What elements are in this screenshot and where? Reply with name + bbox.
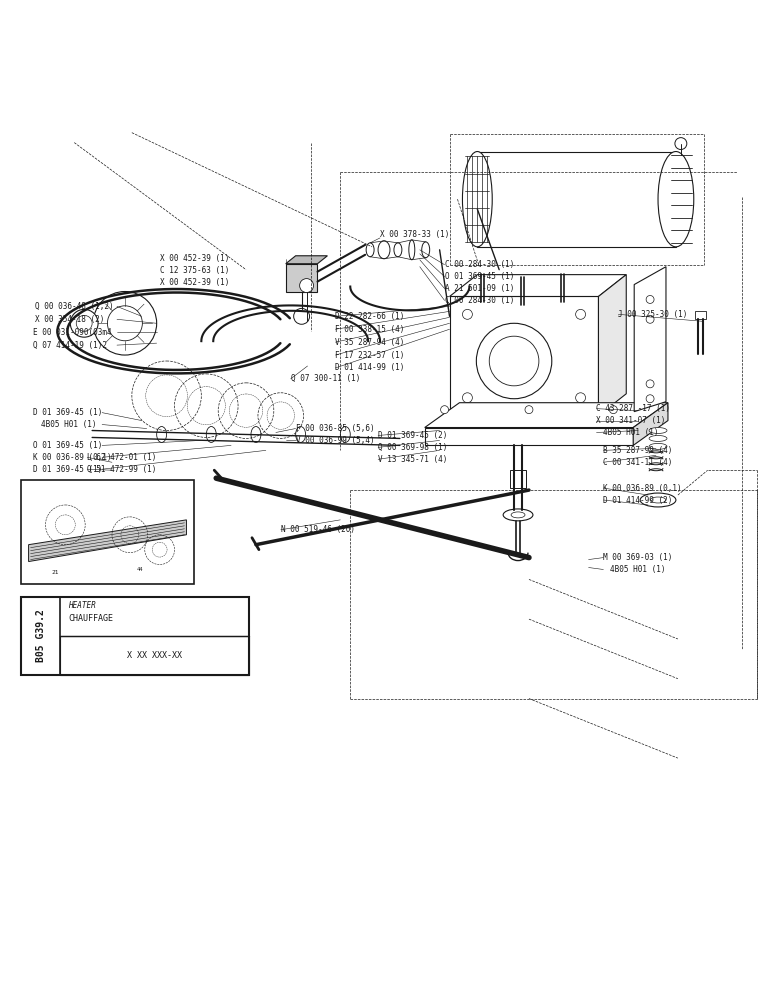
Polygon shape [635, 267, 666, 412]
Text: X 00 452-39 (1): X 00 452-39 (1) [160, 278, 229, 287]
Text: Q 51 472-99 (1): Q 51 472-99 (1) [87, 465, 157, 474]
Ellipse shape [296, 427, 306, 442]
Bar [21, 597, 60, 675]
Text: O 01 369-45 (1): O 01 369-45 (1) [445, 272, 514, 281]
Ellipse shape [157, 427, 167, 442]
Text: M 00 369-03 (1): M 00 369-03 (1) [604, 553, 673, 562]
Bar [695, 311, 706, 319]
Text: 4B05 H01 (1): 4B05 H01 (1) [611, 565, 666, 574]
Ellipse shape [649, 428, 667, 433]
Text: J 00 325-30 (1): J 00 325-30 (1) [618, 310, 688, 319]
Circle shape [293, 308, 310, 324]
Text: K 00 036-89 (0,1): K 00 036-89 (0,1) [32, 453, 111, 462]
Text: HEATER: HEATER [68, 601, 96, 610]
Text: F 00 338-15 (4): F 00 338-15 (4) [335, 325, 405, 334]
Text: CHAUFFAGE: CHAUFFAGE [68, 614, 113, 623]
Text: F 00 036-85 (5,6): F 00 036-85 (5,6) [296, 424, 374, 433]
Text: D 01 414-99 (1): D 01 414-99 (1) [335, 363, 405, 372]
Circle shape [441, 406, 449, 414]
Text: C 43 287 -17 (1): C 43 287 -17 (1) [597, 404, 670, 413]
Ellipse shape [658, 152, 694, 247]
Text: L 62 472-01 (1): L 62 472-01 (1) [87, 453, 157, 462]
Bar [510, 470, 526, 488]
Ellipse shape [394, 243, 402, 257]
Text: D 01 369-45 (1): D 01 369-45 (1) [32, 408, 102, 417]
Ellipse shape [251, 427, 261, 442]
Text: X 00 354-18 (2): X 00 354-18 (2) [35, 315, 104, 324]
Ellipse shape [649, 443, 667, 449]
Circle shape [609, 406, 618, 414]
Circle shape [646, 395, 654, 403]
Bar [449, 296, 598, 416]
Text: X 00 341-07 (1): X 00 341-07 (1) [597, 416, 665, 425]
Text: C 00 284-30 (1): C 00 284-30 (1) [445, 296, 514, 305]
Text: C 12 375-63 (1): C 12 375-63 (1) [160, 266, 229, 275]
Bar [425, 428, 633, 445]
Text: Q 00 369-98 (1): Q 00 369-98 (1) [378, 443, 448, 452]
Text: O 01 369-45 (1): O 01 369-45 (1) [32, 441, 102, 450]
Text: D 01 369-45 (2): D 01 369-45 (2) [378, 431, 448, 440]
Ellipse shape [649, 435, 667, 441]
Polygon shape [29, 520, 187, 562]
Text: B05 G39.2: B05 G39.2 [36, 610, 46, 662]
Circle shape [646, 315, 654, 323]
Text: B 35 287-99 (4): B 35 287-99 (4) [604, 446, 673, 455]
Text: 21: 21 [52, 570, 59, 575]
Ellipse shape [422, 242, 430, 258]
Bar [477, 152, 676, 247]
Ellipse shape [640, 493, 676, 507]
Text: C 00 284-30 (1): C 00 284-30 (1) [445, 260, 514, 269]
Circle shape [300, 279, 313, 293]
Text: Q 07 300-11 (1): Q 07 300-11 (1) [291, 374, 360, 383]
Text: C 00 341-11 (4): C 00 341-11 (4) [604, 458, 673, 467]
Text: 4B05 H01 (1): 4B05 H01 (1) [604, 428, 659, 437]
Ellipse shape [503, 509, 533, 521]
Text: K 00 036-89 (0,1): K 00 036-89 (0,1) [604, 484, 682, 493]
Ellipse shape [378, 241, 390, 259]
Circle shape [70, 309, 98, 337]
Circle shape [576, 309, 585, 319]
Polygon shape [425, 403, 668, 428]
Text: D 01 369-45 (1): D 01 369-45 (1) [32, 465, 102, 474]
Text: F 17 232-57 (1): F 17 232-57 (1) [335, 351, 405, 360]
Ellipse shape [462, 152, 493, 247]
Circle shape [476, 323, 552, 399]
Text: D 01 414-99 (2): D 01 414-99 (2) [604, 495, 673, 504]
Polygon shape [598, 275, 626, 416]
Ellipse shape [366, 243, 374, 257]
Text: N 00 519-46 (20): N 00 519-46 (20) [281, 525, 355, 534]
Bar [60, 636, 249, 675]
Polygon shape [449, 275, 626, 296]
Circle shape [646, 380, 654, 388]
Text: 44: 44 [137, 567, 143, 572]
Circle shape [646, 295, 654, 303]
Circle shape [576, 393, 585, 403]
Ellipse shape [340, 427, 350, 442]
Text: Q 00 036-48 (1,2): Q 00 036-48 (1,2) [35, 302, 113, 311]
Text: Q 07 414-19 (1)2: Q 07 414-19 (1)2 [32, 341, 107, 350]
Text: V 35 287-94 (4): V 35 287-94 (4) [335, 338, 405, 347]
Ellipse shape [409, 240, 415, 260]
Bar [21, 480, 195, 584]
Text: D 22 282-66 (1): D 22 282-66 (1) [335, 312, 405, 321]
Text: V 00 036-99 (5,4): V 00 036-99 (5,4) [296, 436, 374, 445]
Circle shape [93, 292, 157, 355]
Text: E 00 031-090(03m4: E 00 031-090(03m4 [32, 328, 111, 337]
Circle shape [525, 406, 533, 414]
Text: X 00 452-39 (1): X 00 452-39 (1) [160, 254, 229, 263]
Polygon shape [633, 403, 668, 445]
Bar [21, 597, 249, 675]
Bar [286, 264, 317, 292]
Circle shape [675, 138, 687, 150]
Circle shape [462, 309, 472, 319]
Text: A 21 501-09 (1): A 21 501-09 (1) [445, 284, 514, 293]
Polygon shape [286, 256, 327, 264]
Text: 4B05 H01 (1): 4B05 H01 (1) [40, 420, 96, 429]
Text: X XX XXX-XX: X XX XXX-XX [127, 651, 182, 660]
Text: X 00 378-33 (1): X 00 378-33 (1) [380, 230, 449, 239]
Text: V 13 345-71 (4): V 13 345-71 (4) [378, 455, 448, 464]
Ellipse shape [206, 427, 216, 442]
Circle shape [462, 393, 472, 403]
